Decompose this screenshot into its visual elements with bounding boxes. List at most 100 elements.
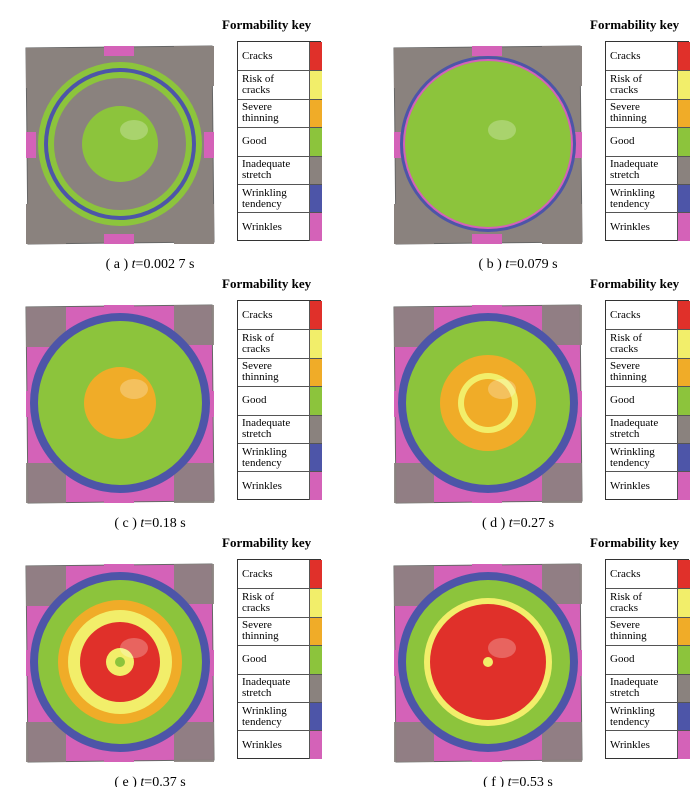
highlight bbox=[488, 638, 516, 658]
key-label: Good bbox=[610, 653, 635, 666]
key-row: Severe thinning bbox=[238, 616, 322, 646]
strain-zone bbox=[478, 393, 498, 413]
caption: ( a ) t=0.002 7 s bbox=[0, 257, 300, 273]
key-label: Severe thinning bbox=[610, 101, 647, 125]
key-row: Good bbox=[606, 645, 690, 674]
key-swatch bbox=[309, 703, 322, 731]
key-label: Wrinkling tendency bbox=[610, 186, 655, 210]
key-row: Severe thinning bbox=[238, 357, 322, 387]
key-label: Good bbox=[242, 653, 267, 666]
key-swatch bbox=[309, 617, 322, 646]
highlight bbox=[120, 379, 148, 399]
key-row: Severe thinning bbox=[606, 616, 690, 646]
key-label: Inadequate stretch bbox=[610, 417, 659, 441]
caption-variable: t bbox=[140, 516, 145, 531]
key-swatch bbox=[677, 589, 690, 617]
key-row: Cracks bbox=[238, 560, 322, 589]
key-swatch bbox=[677, 472, 690, 500]
key-label: Wrinkles bbox=[610, 738, 650, 751]
key-row: Inadequate stretch bbox=[238, 414, 322, 443]
caption-variable: t bbox=[508, 516, 513, 531]
key-swatch bbox=[309, 99, 322, 128]
caption-time: =0.002 7 s bbox=[135, 257, 195, 272]
key-title: Formability key bbox=[222, 276, 312, 291]
key-swatch bbox=[309, 301, 322, 330]
key-label: Risk of cracks bbox=[610, 591, 643, 615]
key-swatch bbox=[677, 703, 690, 731]
corner-region bbox=[174, 46, 214, 86]
key-row: Severe thinning bbox=[606, 357, 690, 387]
edge-region bbox=[472, 493, 502, 503]
simulation-image bbox=[25, 304, 215, 504]
highlight bbox=[488, 120, 516, 140]
key-swatch bbox=[677, 128, 690, 156]
key-label: Wrinkles bbox=[242, 479, 282, 492]
caption-time: =0.18 s bbox=[144, 516, 186, 531]
key-label: Risk of cracks bbox=[242, 73, 275, 97]
caption-variable: t bbox=[505, 257, 510, 272]
key-title: Formability key bbox=[590, 535, 680, 550]
key-swatch bbox=[309, 415, 322, 443]
key-row: Wrinkles bbox=[606, 471, 690, 500]
key-row: Good bbox=[238, 645, 322, 674]
key-swatch bbox=[309, 128, 322, 156]
key-label: Cracks bbox=[610, 567, 641, 580]
caption: ( c ) t=0.18 s bbox=[0, 516, 300, 532]
corner-region bbox=[26, 204, 66, 244]
key-swatch bbox=[309, 185, 322, 213]
key-label: Severe thinning bbox=[610, 619, 647, 643]
corner-region bbox=[26, 722, 66, 762]
key-swatch bbox=[309, 387, 322, 415]
caption-time: =0.079 s bbox=[509, 257, 558, 272]
key-label: Cracks bbox=[242, 49, 273, 62]
key-row: Risk of cracks bbox=[238, 588, 322, 617]
key-swatch bbox=[677, 674, 690, 702]
key-swatch bbox=[309, 731, 322, 759]
simulation-image bbox=[393, 304, 583, 504]
edge-region bbox=[104, 234, 134, 244]
key-row: Wrinkling tendency bbox=[606, 443, 690, 472]
corner-region bbox=[174, 722, 214, 762]
highlight bbox=[488, 379, 516, 399]
key-label: Risk of cracks bbox=[242, 332, 275, 356]
corner-region bbox=[394, 204, 434, 244]
key-label: Wrinkles bbox=[242, 738, 282, 751]
key-swatch bbox=[677, 301, 690, 330]
key-row: Risk of cracks bbox=[606, 70, 690, 99]
key-row: Inadequate stretch bbox=[606, 414, 690, 443]
caption: ( e ) t=0.37 s bbox=[0, 775, 300, 787]
simulation-image bbox=[393, 563, 583, 763]
key-swatch bbox=[309, 156, 322, 184]
key-label: Wrinkling tendency bbox=[610, 445, 655, 469]
key-box: Cracks Risk of cracks Severe thinning Good I… bbox=[605, 300, 690, 500]
key-title: Formability key bbox=[222, 17, 312, 32]
key-label: Wrinkling tendency bbox=[242, 704, 287, 728]
key-swatch bbox=[677, 156, 690, 184]
key-row: Wrinkles bbox=[238, 212, 322, 241]
key-swatch bbox=[677, 387, 690, 415]
key-label: Wrinkles bbox=[610, 479, 650, 492]
key-label: Severe thinning bbox=[242, 360, 279, 384]
simulation-image bbox=[25, 45, 215, 245]
corner-region bbox=[26, 463, 66, 503]
key-label: Risk of cracks bbox=[242, 591, 275, 615]
corner-region bbox=[542, 204, 582, 244]
key-row: Severe thinning bbox=[606, 98, 690, 128]
key-row: Wrinkling tendency bbox=[606, 702, 690, 731]
key-label: Cracks bbox=[610, 49, 641, 62]
key-label: Cracks bbox=[610, 308, 641, 321]
key-title: Formability key bbox=[590, 17, 680, 32]
caption-time: =0.53 s bbox=[511, 775, 553, 787]
caption-label: ( d ) bbox=[481, 516, 506, 531]
key-swatch bbox=[309, 472, 322, 500]
key-label: Severe thinning bbox=[242, 101, 279, 125]
key-row: Risk of cracks bbox=[606, 329, 690, 358]
edge-region bbox=[204, 132, 214, 158]
key-swatch bbox=[309, 674, 322, 702]
corner-region bbox=[174, 463, 214, 503]
key-row: Severe thinning bbox=[238, 98, 322, 128]
corner-region bbox=[174, 204, 214, 244]
edge-region bbox=[26, 132, 36, 158]
edge-region bbox=[472, 752, 502, 762]
strain-zone bbox=[405, 61, 571, 227]
